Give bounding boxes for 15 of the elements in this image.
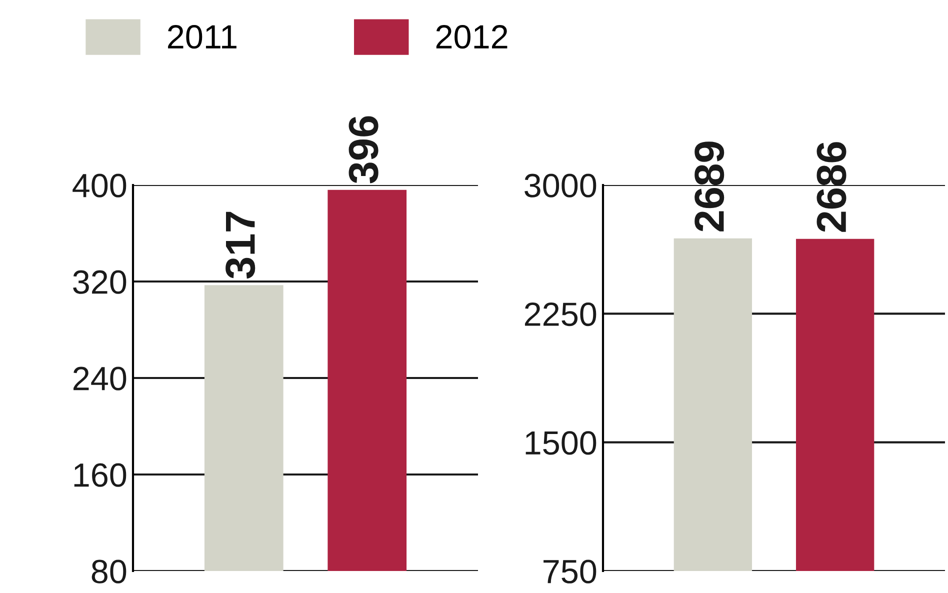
y-tick-label: 3000 xyxy=(524,174,596,198)
y-tick-label: 320 xyxy=(73,270,126,294)
legend-label: 2011 xyxy=(168,25,236,49)
y-tick-label: 160 xyxy=(74,463,126,487)
y-tick-label: 1500 xyxy=(526,431,596,455)
data-label: 2686 xyxy=(816,142,846,232)
y-tick-label: 400 xyxy=(72,174,126,198)
data-label: 396 xyxy=(348,116,378,184)
y-tick-label: 240 xyxy=(74,366,126,390)
legend-label: 2012 xyxy=(436,25,508,49)
data-label: 317 xyxy=(226,212,256,279)
data-label: 2689 xyxy=(694,142,724,232)
y-tick-label: 2250 xyxy=(524,302,596,326)
y-tick-label: 750 xyxy=(544,560,596,584)
y-tick-label: 80 xyxy=(92,560,126,584)
